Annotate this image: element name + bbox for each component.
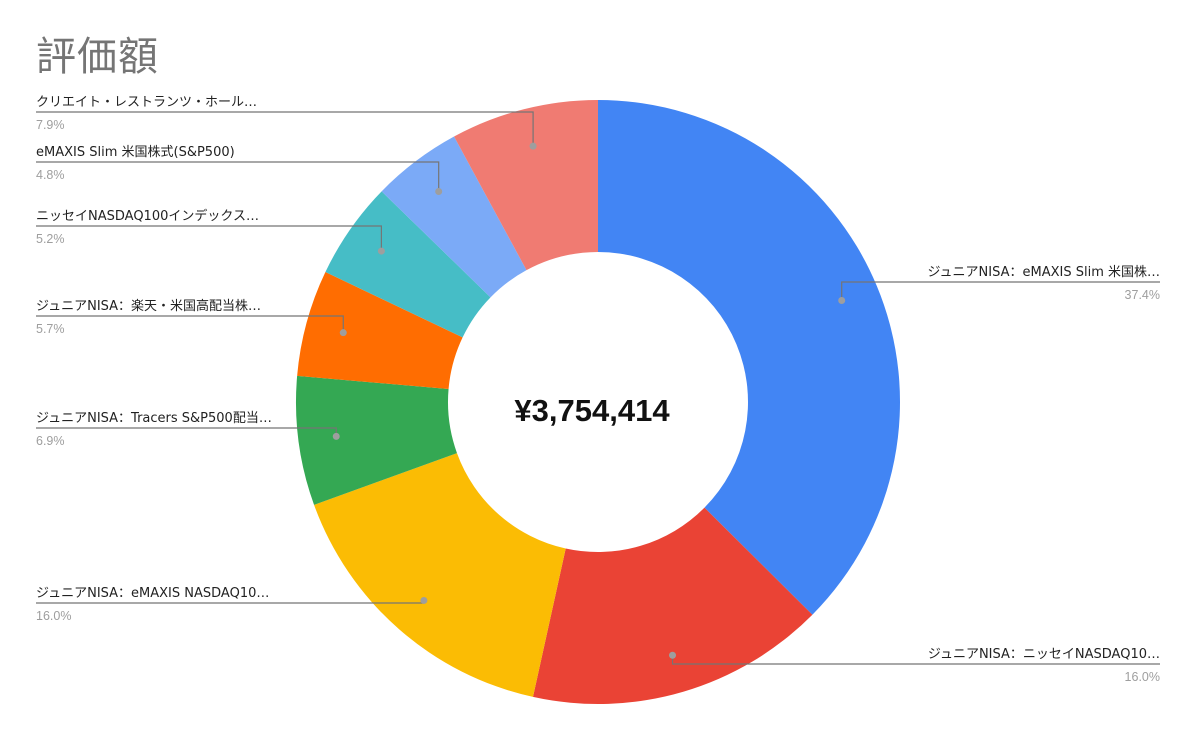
- leader-dot: [529, 142, 537, 150]
- donut-slice[interactable]: [381, 136, 527, 298]
- leader-line: [36, 315, 344, 333]
- slice-label: クリエイト・レストランツ・ホール…: [36, 95, 257, 110]
- slice-value-label: 4.8%: [36, 168, 65, 182]
- donut-slice[interactable]: [325, 191, 491, 338]
- slice-label: eMAXIS Slim 米国株式(S&P500): [36, 145, 235, 160]
- slice-value-label: 5.2%: [36, 232, 65, 246]
- leader-dot: [838, 296, 846, 304]
- donut-slice[interactable]: [532, 507, 813, 704]
- leader-line: [36, 111, 534, 147]
- slice-label: ジュニアNISA：eMAXIS NASDAQ10…: [36, 586, 269, 601]
- leader-line: [36, 161, 440, 192]
- slice-value-label: 37.4%: [1125, 288, 1160, 302]
- leader-dot: [377, 247, 385, 255]
- leader-dot: [669, 651, 677, 659]
- slice-label: ニッセイNASDAQ100インデックス…: [36, 208, 259, 224]
- leader-line: [36, 225, 382, 252]
- donut-slice[interactable]: [314, 453, 566, 697]
- donut-slice[interactable]: [297, 272, 463, 390]
- slice-label: ジュニアNISA：eMAXIS Slim 米国株…: [927, 265, 1160, 280]
- slice-label: ジュニアNISA：Tracers S&P500配当…: [36, 411, 272, 426]
- donut-slice[interactable]: [296, 375, 457, 505]
- slice-value-label: 7.9%: [36, 118, 65, 132]
- slice-label: ジュニアNISA：ニッセイNASDAQ10…: [928, 647, 1160, 662]
- leader-line: [36, 427, 337, 437]
- leader-dot: [420, 596, 428, 604]
- donut-slice[interactable]: [598, 100, 901, 615]
- leader-dot: [435, 187, 443, 195]
- slice-value-label: 5.7%: [36, 322, 65, 336]
- donut-slice[interactable]: [454, 100, 598, 271]
- slice-label: ジュニアNISA：楽天・米国高配当株…: [36, 298, 261, 314]
- slice-value-label: 16.0%: [1125, 670, 1160, 684]
- leader-dot: [339, 329, 347, 337]
- slice-value-label: 16.0%: [36, 609, 71, 623]
- chart-title: 評価額: [36, 34, 159, 80]
- leader-line: [841, 281, 1160, 301]
- leader-dot: [332, 432, 340, 440]
- center-total-label: ¥3,754,414: [514, 393, 670, 428]
- slice-value-label: 6.9%: [36, 434, 65, 448]
